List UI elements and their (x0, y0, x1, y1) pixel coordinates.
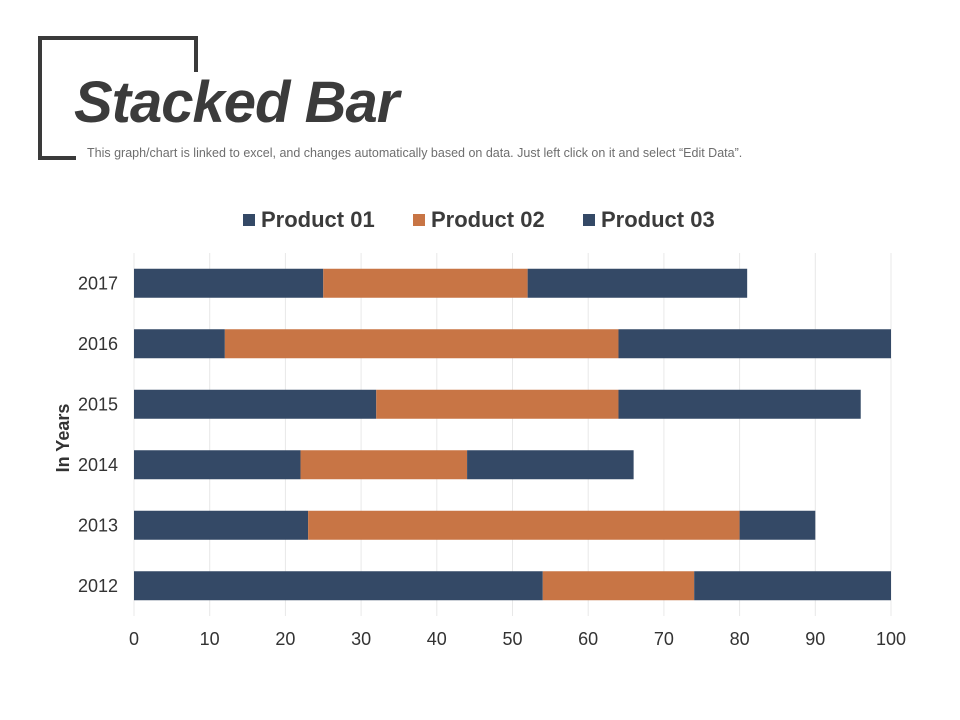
x-tick-label: 30 (351, 629, 371, 649)
y-tick-label: 2017 (78, 273, 118, 293)
bar-2016-product-01 (134, 329, 225, 359)
x-tick-label: 0 (129, 629, 139, 649)
bar-2012-product-02 (542, 571, 695, 601)
title-frame-tail (194, 36, 198, 72)
bar-2014-product-03 (467, 450, 634, 480)
bar-2015-product-02 (376, 389, 619, 419)
legend-item-product-02[interactable]: Product 02 (413, 204, 545, 236)
bar-2013-product-03 (739, 510, 816, 540)
bar-2017-product-03 (527, 268, 748, 298)
legend-swatch-product-01 (243, 214, 255, 226)
y-tick-label: 2016 (78, 334, 118, 354)
legend-swatch-product-02 (413, 214, 425, 226)
bar-2015-product-01 (134, 389, 377, 419)
y-axis-title: In Years (53, 404, 73, 473)
title-frame (38, 36, 198, 160)
bar-2014-product-02 (300, 450, 468, 480)
y-tick-label: 2014 (78, 455, 118, 475)
legend-swatch-product-03 (583, 214, 595, 226)
y-tick-label: 2012 (78, 576, 118, 596)
page-title: Stacked Bar (74, 70, 399, 135)
bar-2013-product-02 (308, 510, 740, 540)
bar-2012-product-03 (694, 571, 891, 601)
legend-item-product-03[interactable]: Product 03 (583, 204, 715, 236)
bar-2013-product-01 (134, 510, 309, 540)
chart-legend: Product 01 Product 02 Product 03 (0, 204, 960, 236)
bar-2017-product-01 (134, 268, 324, 298)
x-tick-label: 70 (654, 629, 674, 649)
x-tick-label: 40 (427, 629, 447, 649)
bar-2014-product-01 (134, 450, 301, 480)
bar-2016-product-03 (618, 329, 891, 359)
x-tick-label: 50 (502, 629, 522, 649)
legend-label-product-01: Product 01 (261, 207, 375, 232)
x-tick-label: 20 (275, 629, 295, 649)
legend-label-product-02: Product 02 (431, 207, 545, 232)
chart-subtitle: This graph/chart is linked to excel, and… (87, 146, 743, 160)
x-tick-label: 10 (200, 629, 220, 649)
y-tick-label: 2013 (78, 515, 118, 535)
y-tick-label: 2015 (78, 394, 118, 414)
x-tick-label: 90 (805, 629, 825, 649)
bar-2017-product-02 (323, 268, 528, 298)
x-tick-label: 100 (876, 629, 906, 649)
legend-item-product-01[interactable]: Product 01 (243, 204, 375, 236)
bar-2016-product-02 (224, 329, 619, 359)
bar-2012-product-01 (134, 571, 543, 601)
bar-2015-product-03 (618, 389, 861, 419)
x-tick-label: 80 (730, 629, 750, 649)
x-tick-label: 60 (578, 629, 598, 649)
title-frame-foot (38, 156, 76, 160)
legend-label-product-03: Product 03 (601, 207, 715, 232)
